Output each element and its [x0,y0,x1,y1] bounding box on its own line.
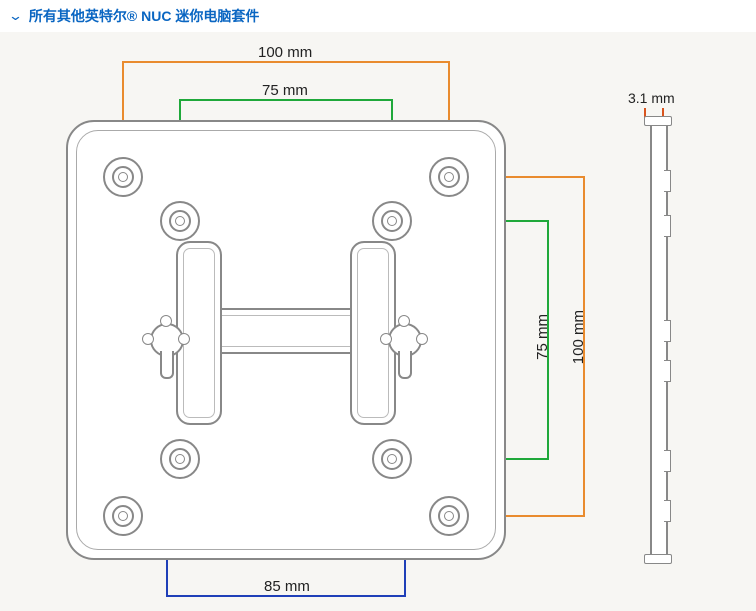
keyhole-slot [388,323,422,357]
screw-hole-outer [429,157,469,197]
dim-bottom: 85 mm [264,578,310,595]
keyhole-slot [150,323,184,357]
dim-thickness: 3.1 mm [628,90,675,106]
dim-right-inner: 75 mm [534,314,551,360]
accordion-header[interactable]: ⌄ 所有其他英特尔® NUC 迷你电脑套件 [0,0,756,32]
dim-top-outer: 100 mm [258,44,312,61]
chevron-down-icon: ⌄ [8,8,23,24]
h-slot [176,241,396,421]
accordion-title: 所有其他英特尔® NUC 迷你电脑套件 [29,6,259,26]
dim-right-outer: 100 mm [570,310,587,364]
screw-hole-outer [429,496,469,536]
screw-hole-inner [372,439,412,479]
vesa-plate-side [640,120,680,560]
screw-hole-inner [160,439,200,479]
screw-hole-outer [103,496,143,536]
screw-hole-inner [372,201,412,241]
dim-top-inner: 75 mm [262,82,308,99]
screw-hole-inner [160,201,200,241]
screw-hole-outer [103,157,143,197]
vesa-plate-front [66,120,506,560]
